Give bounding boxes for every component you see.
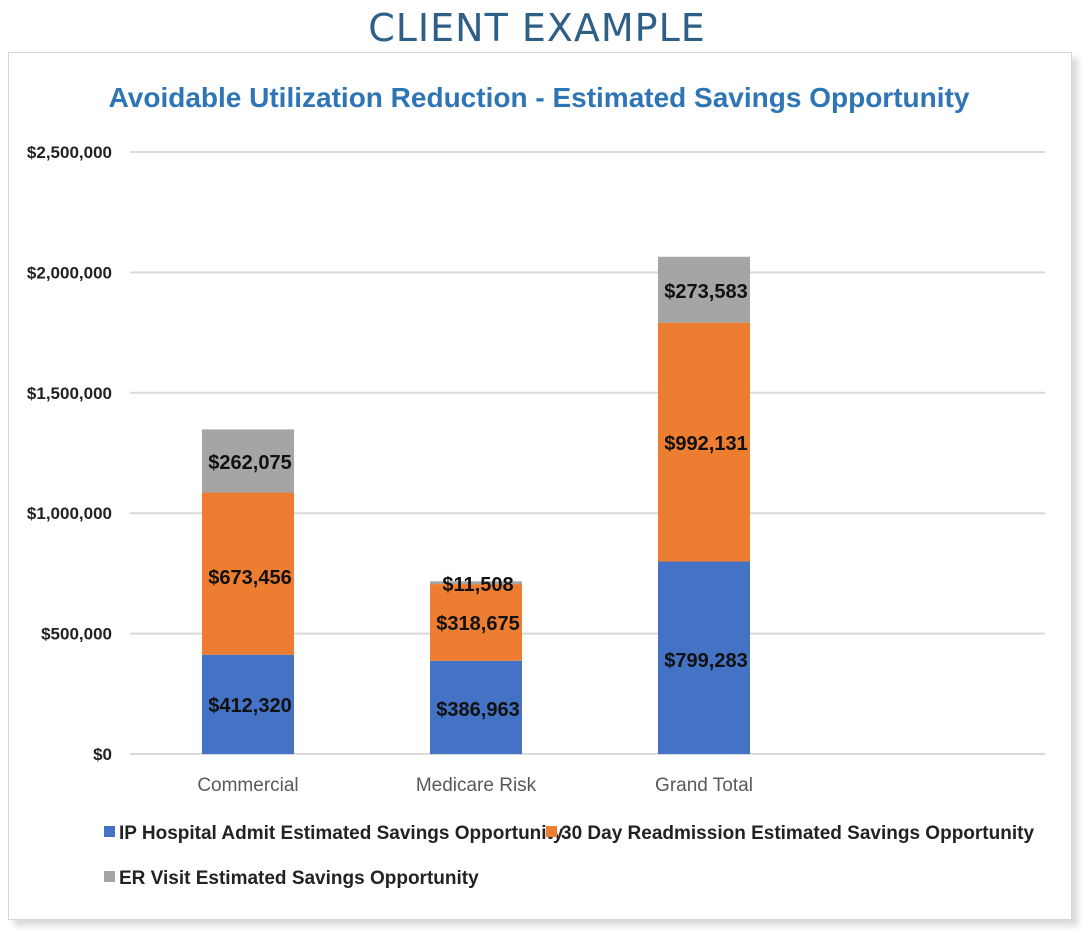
- y-tick-label: $2,000,000: [27, 263, 112, 282]
- legend-label: IP Hospital Admit Estimated Savings Oppo…: [119, 823, 564, 844]
- data-label: $262,075: [208, 452, 291, 474]
- legend: IP Hospital Admit Estimated Savings Oppo…: [104, 823, 1034, 889]
- legend-label: 30 Day Readmission Estimated Savings Opp…: [561, 823, 1034, 844]
- bar-segment: [430, 584, 522, 661]
- bar-segment: [202, 654, 294, 754]
- x-category-label: Grand Total: [655, 775, 753, 796]
- legend-swatch: [104, 826, 115, 837]
- x-category-label: Medicare Risk: [416, 775, 537, 796]
- legend-swatch: [546, 826, 557, 837]
- bar-segment: [658, 256, 750, 323]
- bar-segment: [202, 429, 294, 493]
- y-tick-label: $1,000,000: [27, 504, 112, 523]
- data-label: $11,508: [442, 574, 513, 596]
- y-tick-label: $500,000: [41, 625, 112, 644]
- y-tick-label: $0: [93, 745, 112, 764]
- chart-title: Avoidable Utilization Reduction - Estima…: [109, 82, 970, 113]
- data-label: $799,283: [664, 650, 747, 672]
- bar-segment: [658, 322, 750, 562]
- bar-segment: [430, 660, 522, 754]
- bars: $412,320 $673,456 $262,075 $386,963 $318,675…: [202, 256, 750, 754]
- x-category-label: Commercial: [197, 775, 298, 796]
- y-axis: $0 $500,000 $1,000,000 $1,500,000 $2,000,000…: [27, 143, 112, 764]
- y-tick-label: $1,500,000: [27, 384, 112, 403]
- legend-swatch: [104, 871, 115, 882]
- legend-label: ER Visit Estimated Savings Opportunity: [119, 868, 479, 889]
- data-label: $992,131: [664, 433, 747, 455]
- data-label: $412,320: [208, 695, 291, 717]
- x-axis: Commercial Medicare Risk Grand Total: [197, 775, 753, 796]
- bar-segment: [202, 492, 294, 655]
- chart-card: [8, 52, 1072, 920]
- y-tick-label: $2,500,000: [27, 143, 112, 162]
- bar-segment: [430, 581, 522, 585]
- data-label: $318,675: [436, 613, 519, 635]
- page-header-title: CLIENT EXAMPLE: [368, 6, 706, 50]
- data-label: $673,456: [208, 567, 291, 589]
- bar-segment: [658, 561, 750, 754]
- data-label: $273,583: [664, 281, 747, 303]
- data-label: $386,963: [436, 699, 519, 721]
